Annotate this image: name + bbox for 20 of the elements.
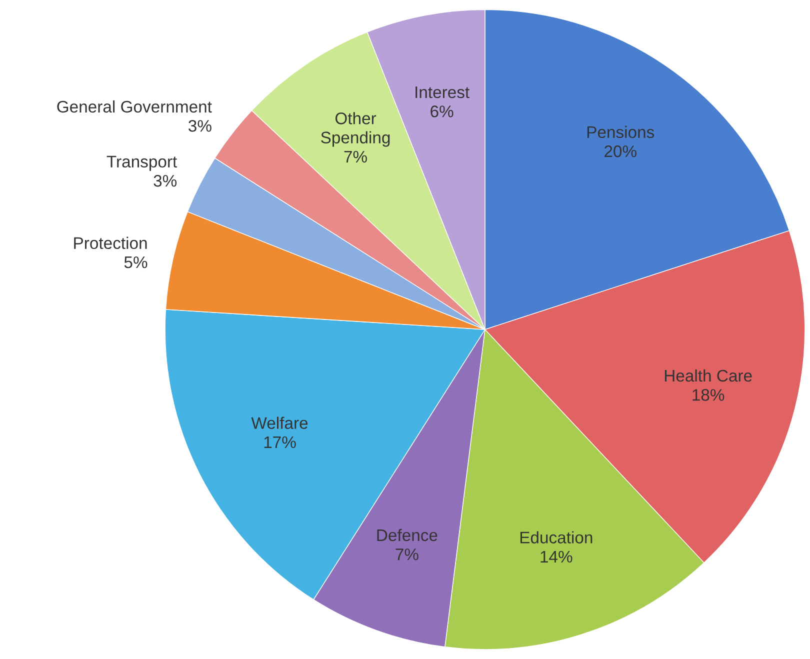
data-label: 18% — [692, 389, 724, 401]
data-label: 7% — [396, 548, 418, 560]
slice-label: Welfare — [251, 416, 308, 429]
data-label: 5% — [124, 256, 148, 268]
data-label: 7% — [344, 150, 367, 163]
slice-label: Transport — [106, 156, 178, 171]
data-label: 6% — [430, 106, 454, 118]
slice-label: Defence — [377, 528, 438, 542]
data-label: 17% — [264, 436, 296, 448]
slice-label: Interest — [416, 86, 470, 98]
data-label: 14% — [540, 550, 572, 563]
data-label: 20% — [604, 145, 636, 158]
slice-label: General Government — [57, 100, 212, 113]
data-label: 3% — [154, 174, 177, 187]
slice-label: Education — [520, 531, 592, 544]
slice-label: Pensions — [587, 126, 654, 138]
data-label: 3% — [188, 120, 212, 132]
slice-label: Other Spending — [321, 112, 390, 147]
slice-label: Health Care — [664, 369, 752, 382]
slice-label: Protection — [74, 236, 147, 250]
